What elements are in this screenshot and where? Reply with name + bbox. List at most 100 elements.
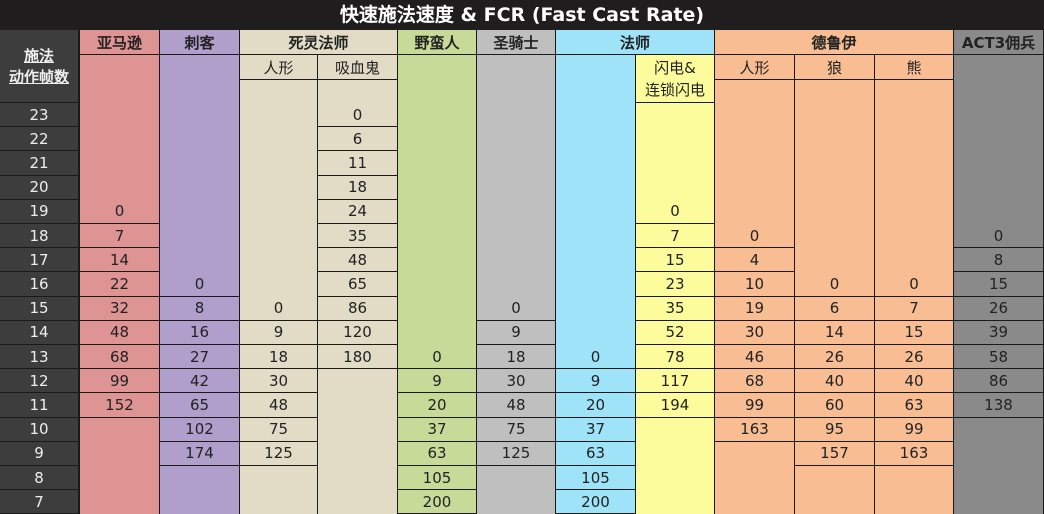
sub-header: 吸血鬼 <box>318 55 398 80</box>
value-cell: 200 <box>398 490 477 514</box>
value-cell: 65 <box>318 272 398 297</box>
frame-label: 10 <box>0 417 80 442</box>
value-cell: 37 <box>556 417 636 442</box>
value-cell: 15 <box>954 272 1044 297</box>
value-cell: 35 <box>318 224 398 249</box>
value-cell: 9 <box>240 320 318 345</box>
value-cell: 6 <box>795 296 875 321</box>
frame-label: 13 <box>0 345 80 370</box>
value-cell: 19 <box>715 296 795 321</box>
value-cell: 18 <box>318 175 398 200</box>
class-header: 死灵法师 <box>240 30 398 55</box>
value-cell: 40 <box>795 369 875 394</box>
frame-label: 11 <box>0 393 80 418</box>
value-cell: 7 <box>636 224 715 249</box>
value-cell: 117 <box>636 369 715 394</box>
value-cell: 30 <box>240 369 318 394</box>
class-header: 德鲁伊 <box>715 30 954 55</box>
value-cell: 26 <box>875 345 954 370</box>
class-header: ACT3佣兵 <box>954 30 1044 55</box>
value-cell: 0 <box>160 272 240 297</box>
value-cell: 0 <box>240 296 318 321</box>
value-cell: 42 <box>160 369 240 394</box>
class-header: 亚马逊 <box>80 30 160 55</box>
class-header: 圣骑士 <box>477 30 556 55</box>
value-cell: 9 <box>556 369 636 394</box>
value-cell: 18 <box>477 345 556 370</box>
frame-label: 12 <box>0 369 80 394</box>
class-header: 法师 <box>556 30 715 55</box>
value-cell: 78 <box>636 345 715 370</box>
value-cell: 30 <box>477 369 556 394</box>
sub-header <box>160 55 240 103</box>
sub-header <box>80 55 160 103</box>
sub-header: 人形 <box>715 55 795 80</box>
value-cell: 95 <box>795 417 875 442</box>
value-cell: 16 <box>160 320 240 345</box>
value-cell: 7 <box>80 224 160 249</box>
value-cell: 46 <box>715 345 795 370</box>
sub-header <box>954 55 1044 103</box>
value-cell: 152 <box>80 393 160 418</box>
value-cell: 0 <box>477 296 556 321</box>
value-cell: 20 <box>398 393 477 418</box>
value-cell: 194 <box>636 393 715 418</box>
value-cell: 0 <box>954 224 1044 249</box>
sub-header <box>398 55 477 103</box>
value-cell: 0 <box>715 224 795 249</box>
value-cell: 200 <box>556 490 636 514</box>
value-cell: 105 <box>398 466 477 491</box>
value-cell: 8 <box>160 296 240 321</box>
frame-label: 14 <box>0 320 80 345</box>
value-cell: 163 <box>715 417 795 442</box>
sub-header <box>556 55 636 103</box>
value-cell: 40 <box>875 369 954 394</box>
value-cell: 0 <box>795 272 875 297</box>
frame-label: 19 <box>0 199 80 224</box>
value-cell: 0 <box>636 199 715 224</box>
class-header: 野蛮人 <box>398 30 477 55</box>
frame-label: 7 <box>0 490 80 514</box>
sub-header: 人形 <box>240 55 318 80</box>
value-cell: 14 <box>80 248 160 273</box>
value-cell: 86 <box>318 296 398 321</box>
value-cell: 15 <box>875 320 954 345</box>
value-cell: 32 <box>80 296 160 321</box>
value-cell: 35 <box>636 296 715 321</box>
value-cell: 30 <box>715 320 795 345</box>
value-cell: 63 <box>556 441 636 466</box>
value-cell: 58 <box>954 345 1044 370</box>
value-cell: 99 <box>875 417 954 442</box>
value-cell: 65 <box>160 393 240 418</box>
sub-header: 熊 <box>875 55 954 80</box>
value-cell: 180 <box>318 345 398 370</box>
value-cell: 0 <box>318 103 398 128</box>
value-cell: 8 <box>954 248 1044 273</box>
value-cell: 138 <box>954 393 1044 418</box>
value-cell: 99 <box>715 393 795 418</box>
frame-label: 18 <box>0 224 80 249</box>
value-cell: 0 <box>875 272 954 297</box>
value-cell: 11 <box>318 151 398 176</box>
frame-label: 16 <box>0 272 80 297</box>
value-cell: 68 <box>80 345 160 370</box>
value-cell: 52 <box>636 320 715 345</box>
value-cell: 75 <box>240 417 318 442</box>
value-cell: 39 <box>954 320 1044 345</box>
value-cell: 22 <box>80 272 160 297</box>
class-header: 刺客 <box>160 30 240 55</box>
value-cell: 9 <box>477 320 556 345</box>
value-cell: 120 <box>318 320 398 345</box>
table-title: 快速施法速度 & FCR (Fast Cast Rate) <box>0 0 1044 30</box>
value-cell: 15 <box>636 248 715 273</box>
value-cell: 24 <box>318 199 398 224</box>
value-cell: 14 <box>795 320 875 345</box>
value-cell: 9 <box>398 369 477 394</box>
value-cell: 10 <box>715 272 795 297</box>
value-cell: 37 <box>398 417 477 442</box>
frame-label: 20 <box>0 175 80 200</box>
value-cell: 0 <box>398 345 477 370</box>
value-cell: 4 <box>715 248 795 273</box>
frame-label: 15 <box>0 296 80 321</box>
value-cell: 63 <box>398 441 477 466</box>
